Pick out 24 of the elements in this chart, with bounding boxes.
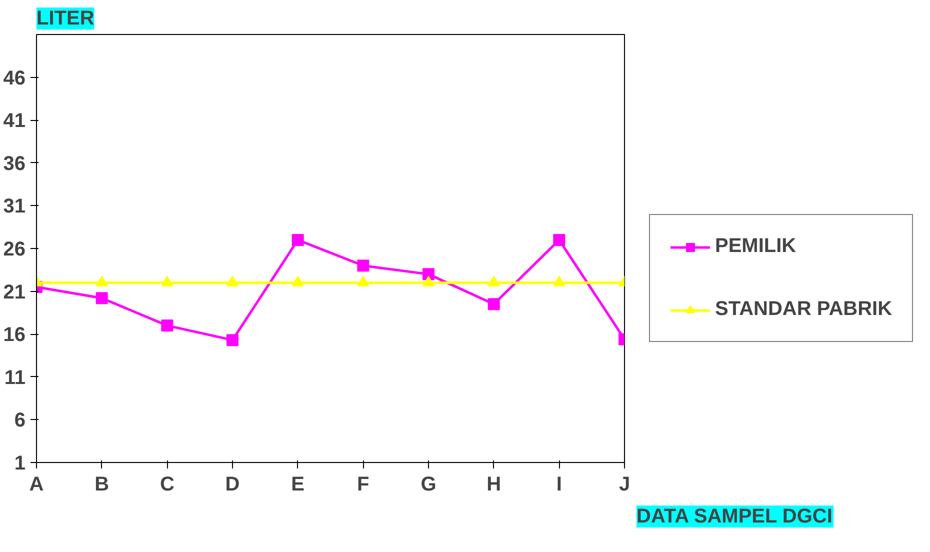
- legend-label: PEMILIK: [715, 235, 796, 258]
- y-tick-label: 11: [4, 366, 26, 389]
- x-tick-label: E: [291, 474, 305, 496]
- y-tick-label: 26: [3, 238, 26, 260]
- x-tick-label: I: [556, 474, 562, 496]
- x-tick-label: H: [486, 474, 502, 496]
- y-tick-label: 46: [3, 67, 26, 90]
- y-tick-label: 1: [14, 452, 26, 474]
- x-tick-label: B: [94, 474, 110, 496]
- x-axis-title: DATA SAMPEL DGCI: [636, 506, 832, 528]
- x-tick-label: D: [225, 474, 240, 496]
- y-tick-label: 21: [3, 281, 26, 304]
- x-tick-label: F: [357, 474, 370, 496]
- legend-label: STANDAR PABRIK: [715, 298, 892, 321]
- x-tick-label: C: [160, 474, 174, 496]
- x-tick-label: A: [29, 474, 44, 496]
- y-tick-label: 36: [3, 152, 26, 175]
- y-tick-label: 31: [3, 196, 26, 218]
- x-tick-label: J: [618, 474, 630, 496]
- y-axis-title: LITER: [36, 8, 95, 30]
- x-tick-label: G: [420, 474, 436, 496]
- y-tick-label: 41: [3, 110, 26, 132]
- y-tick-label: 6: [14, 410, 26, 432]
- y-tick-label: 16: [3, 324, 26, 346]
